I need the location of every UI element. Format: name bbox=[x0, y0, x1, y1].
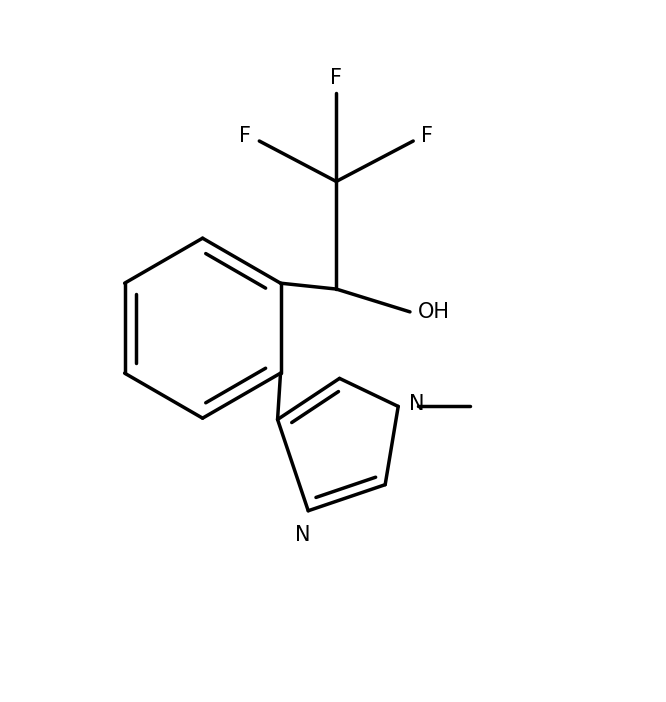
Text: N: N bbox=[295, 525, 311, 545]
Text: F: F bbox=[240, 126, 252, 146]
Text: N: N bbox=[409, 394, 424, 413]
Text: F: F bbox=[330, 68, 342, 88]
Text: F: F bbox=[421, 126, 433, 146]
Text: OH: OH bbox=[418, 302, 450, 322]
